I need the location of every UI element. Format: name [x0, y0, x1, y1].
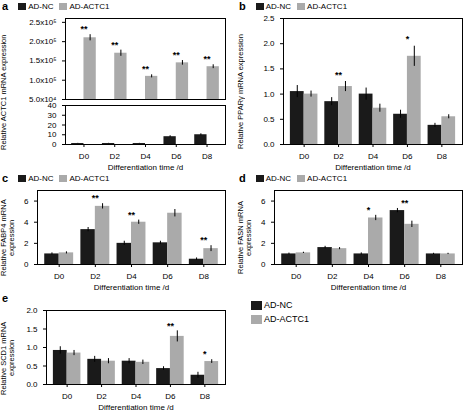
svg-text:2.0: 2.0: [26, 306, 38, 315]
svg-text:6: 6: [24, 197, 29, 206]
html-text:AD-ACTC1: AD-ACTC1: [307, 1, 348, 11]
svg-text:*: *: [203, 349, 207, 359]
svg-text:**: **: [111, 40, 119, 50]
svg-text:Differentiation time /d: Differentiation time /d: [98, 403, 173, 412]
svg-text:D8: D8: [437, 152, 448, 161]
svg-text:2.5: 2.5: [263, 14, 275, 23]
svg-text:40: 40: [48, 101, 57, 110]
svg-text:D8: D8: [200, 392, 211, 401]
html-text:Relative FASN mRNA expression: Relative FASN mRNA expression: [236, 201, 253, 275]
svg-text:1.5: 1.5: [26, 325, 38, 334]
svg-text:Differentiation time /d: Differentiation time /d: [108, 163, 183, 172]
svg-text:D4: D4: [126, 272, 137, 281]
svg-text:D4: D4: [140, 152, 151, 161]
svg-text:0.0: 0.0: [26, 380, 38, 389]
html-text:AD-NC: AD-NC: [264, 300, 293, 310]
svg-text:D6: D6: [165, 392, 176, 401]
svg-text:1.0: 1.0: [26, 343, 38, 352]
svg-text:**: **: [92, 193, 100, 203]
svg-text:2.5x10⁵: 2.5x10⁵: [29, 18, 56, 27]
svg-text:6: 6: [261, 197, 266, 206]
svg-text:D2: D2: [96, 392, 107, 401]
svg-text:**: **: [173, 50, 181, 60]
html-text:Relative FABP4 mRNA expression: Relative FABP4 mRNA expression: [0, 199, 16, 277]
svg-text:**: **: [167, 321, 175, 331]
svg-text:1.0x10⁵: 1.0x10⁵: [29, 76, 56, 85]
html-text:c: c: [2, 172, 9, 184]
svg-text:0: 0: [24, 260, 29, 269]
svg-text:D8: D8: [199, 272, 210, 281]
html-text:a: a: [2, 0, 9, 12]
svg-text:D0: D0: [54, 272, 65, 281]
html-text:e: e: [2, 292, 9, 304]
svg-text:1.5x10⁵: 1.5x10⁵: [29, 56, 56, 65]
svg-text:4: 4: [261, 218, 266, 227]
svg-text:0.5: 0.5: [26, 362, 38, 371]
svg-text:5.0x10⁴: 5.0x10⁴: [29, 95, 57, 105]
svg-text:1.0: 1.0: [263, 90, 275, 99]
svg-text:**: **: [204, 54, 212, 64]
svg-text:D4: D4: [363, 272, 374, 281]
svg-text:D8: D8: [202, 152, 213, 161]
svg-text:Differentiation time /d: Differentiation time /d: [94, 283, 169, 292]
html-text:AD-NC: AD-NC: [265, 173, 292, 183]
svg-text:0.5: 0.5: [263, 115, 275, 124]
html-text:AD-ACTC1: AD-ACTC1: [69, 173, 110, 183]
svg-text:D4: D4: [131, 392, 142, 401]
html-text:Relative PPARγ mRNA expression: Relative PPARγ mRNA expression: [236, 34, 245, 150]
svg-text:20: 20: [48, 121, 57, 130]
svg-text:D2: D2: [110, 152, 121, 161]
svg-text:0: 0: [261, 260, 266, 269]
svg-text:0.0: 0.0: [263, 140, 275, 149]
svg-text:Differentiation time /d: Differentiation time /d: [335, 163, 410, 172]
svg-text:D0: D0: [79, 152, 90, 161]
svg-text:D0: D0: [291, 272, 302, 281]
svg-text:2: 2: [261, 239, 266, 248]
svg-text:D8: D8: [436, 272, 447, 281]
svg-text:D6: D6: [163, 272, 174, 281]
svg-text:**: **: [335, 70, 343, 80]
html-text:AD-NC: AD-NC: [265, 1, 292, 11]
svg-text:D4: D4: [368, 152, 379, 161]
svg-text:**: **: [80, 24, 88, 34]
html-text:d: d: [239, 172, 246, 184]
html-text:Relative ACTC1 mRNA expression: Relative ACTC1 mRNA expression: [0, 34, 8, 150]
svg-text:10: 10: [48, 130, 57, 139]
svg-text:**: **: [128, 210, 136, 220]
svg-text:**: **: [200, 235, 208, 245]
svg-text:**: **: [401, 198, 409, 208]
svg-text:Differentiation time /d: Differentiation time /d: [331, 283, 406, 292]
svg-text:D6: D6: [400, 272, 411, 281]
svg-text:*: *: [406, 34, 410, 44]
svg-text:2: 2: [24, 239, 29, 248]
html-text:AD-NC: AD-NC: [28, 1, 54, 11]
svg-text:0: 0: [52, 140, 57, 149]
svg-text:2.0: 2.0: [263, 39, 275, 48]
svg-text:4: 4: [24, 218, 29, 227]
html-text:AD-ACTC1: AD-ACTC1: [264, 314, 309, 324]
svg-text:2.0x10⁵: 2.0x10⁵: [29, 37, 56, 46]
svg-text:D6: D6: [402, 152, 413, 161]
html-text:AD-ACTC1: AD-ACTC1: [69, 1, 110, 11]
svg-text:30: 30: [48, 111, 57, 120]
svg-text:D0: D0: [299, 152, 310, 161]
html-text:Relative SCD1 mRNA expression: Relative SCD1 mRNA expression: [0, 321, 16, 395]
svg-text:D2: D2: [90, 272, 101, 281]
html-text:AD-NC: AD-NC: [28, 173, 54, 183]
svg-text:D6: D6: [171, 152, 182, 161]
html-text:b: b: [239, 0, 246, 12]
html-text:AD-ACTC1: AD-ACTC1: [307, 173, 348, 183]
svg-text:**: **: [142, 64, 150, 74]
svg-text:D2: D2: [333, 152, 344, 161]
svg-text:*: *: [367, 205, 371, 215]
svg-text:1.5: 1.5: [263, 64, 275, 73]
svg-text:D2: D2: [327, 272, 338, 281]
svg-text:D0: D0: [62, 392, 73, 401]
